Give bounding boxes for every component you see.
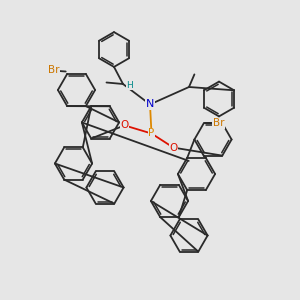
- Text: N: N: [146, 99, 154, 110]
- Text: Br: Br: [48, 65, 59, 75]
- Text: Br: Br: [213, 118, 224, 128]
- Text: O: O: [120, 120, 129, 130]
- Text: O: O: [169, 142, 178, 153]
- Text: H: H: [126, 81, 133, 90]
- Text: P: P: [148, 128, 154, 139]
